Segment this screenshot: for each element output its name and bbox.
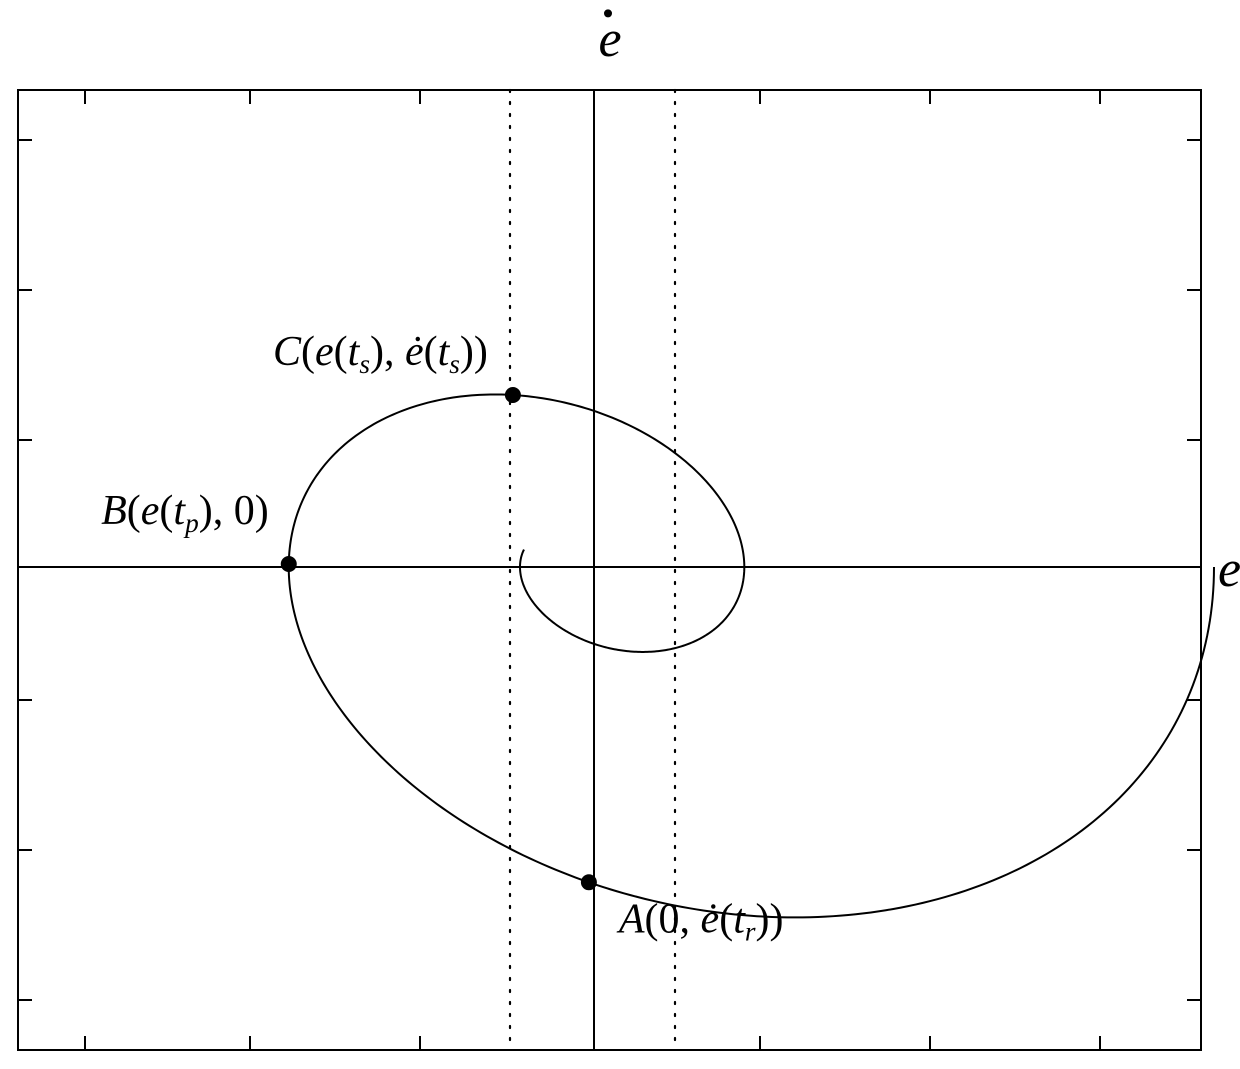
x-axis-label: e: [1218, 541, 1240, 598]
y-axis-label: e: [598, 9, 621, 68]
point-A-label: A(0, ė(tr)): [616, 896, 784, 946]
point-B-label: B(e(tp), 0): [101, 488, 269, 538]
svg-text:e: e: [598, 11, 621, 68]
point-B-marker: [281, 556, 297, 572]
svg-text:A(0, ė(tr)): A(0, ė(tr)): [616, 896, 784, 946]
svg-text:B(e(tp), 0): B(e(tp), 0): [101, 488, 269, 538]
point-A-marker: [581, 874, 597, 890]
phase-plane-diagram: eeA(0, ė(tr))B(e(tp), 0)C(e(ts), ė(ts)…: [0, 0, 1240, 1069]
point-C-marker: [505, 387, 521, 403]
